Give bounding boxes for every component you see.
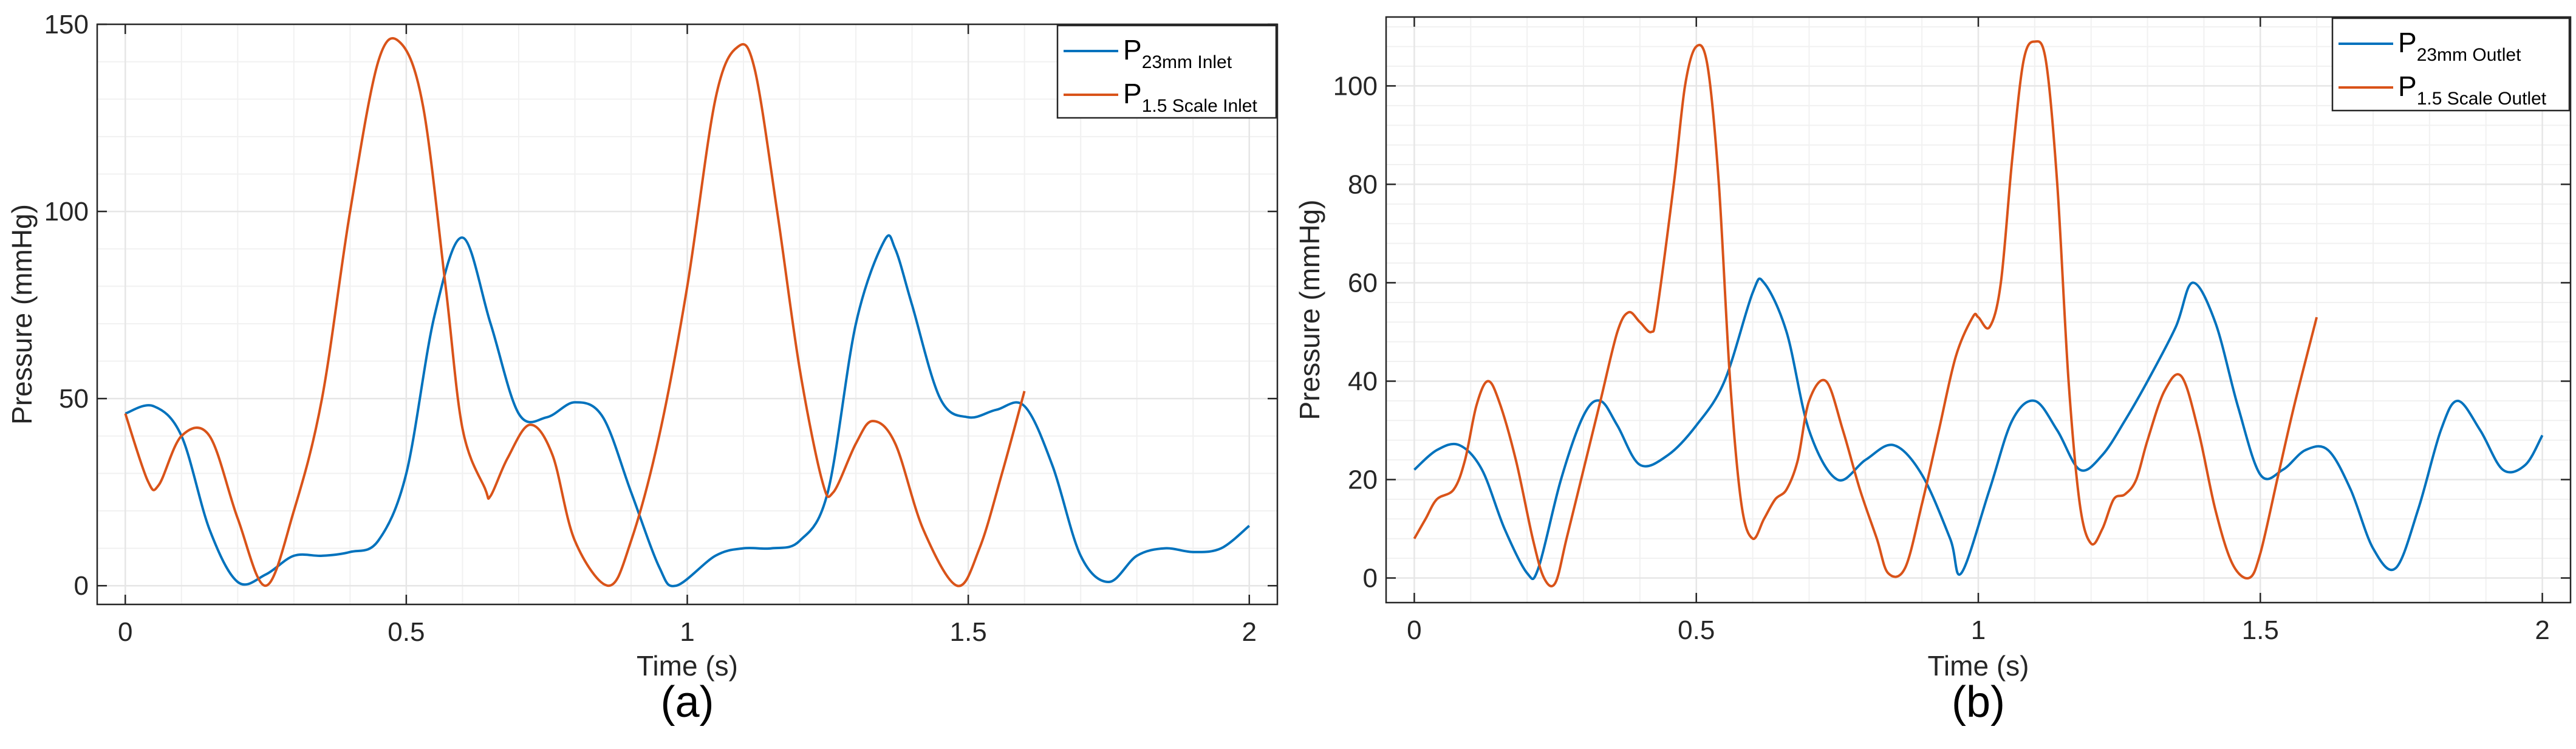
series-line-blue (1413, 277, 2544, 581)
y-tick-label: 40 (1348, 366, 1378, 396)
y-tick-label: 20 (1348, 465, 1378, 494)
series-line-orange (124, 37, 1026, 587)
legend-entry: P1.5 Scale Inlet (1123, 78, 1257, 116)
x-tick-label: 0.5 (388, 617, 425, 647)
x-axis-label: Time (s) (1928, 650, 2029, 682)
y-tick-label: 0 (1363, 563, 1378, 593)
x-axis-label: Time (s) (637, 650, 738, 682)
y-tick-label: 50 (59, 384, 89, 414)
chart-panel-a: 0 0.5 1 1.5 2 0 50 100 150 Time (s) Pressure (mmHg… (6, 10, 1279, 727)
y-tick-label: 100 (44, 197, 89, 227)
legend-entry: P23mm Inlet (1123, 34, 1232, 72)
series-line-blue (125, 234, 1250, 587)
legend-box (2331, 17, 2571, 112)
y-tick-label: 80 (1348, 169, 1378, 199)
x-tick-label: 1.5 (950, 617, 987, 647)
y-tick-label: 0 (74, 571, 89, 601)
legend: P23mm Inlet P1.5 Scale Inlet (1056, 24, 1277, 119)
panel-label: (b) (1952, 678, 2005, 727)
x-tick-label: 0.5 (1678, 615, 1715, 645)
x-tick-label: 1 (1971, 615, 1986, 645)
legend: P23mm Outlet P1.5 Scale Outlet (2331, 17, 2571, 112)
panel-label: (a) (661, 678, 714, 727)
legend-box (1056, 24, 1277, 119)
x-tick-label: 1 (680, 617, 694, 647)
legend-entry: P1.5 Scale Outlet (2398, 70, 2547, 109)
x-tick-label: 2 (2535, 615, 2549, 645)
series-line-orange (1413, 40, 2318, 587)
x-tick-label: 0 (1407, 615, 1421, 645)
y-axis-label: Pressure (mmHg) (1294, 200, 1325, 420)
y-axis-label: Pressure (mmHg) (6, 204, 38, 425)
y-tick-label: 150 (44, 10, 89, 39)
x-tick-label: 0 (118, 617, 132, 647)
y-tick-label: 60 (1348, 268, 1378, 298)
x-tick-label: 2 (1242, 617, 1256, 647)
x-tick-label: 1.5 (2242, 615, 2279, 645)
y-tick-label: 100 (1333, 71, 1378, 101)
legend-entry: P23mm Outlet (2398, 27, 2521, 65)
